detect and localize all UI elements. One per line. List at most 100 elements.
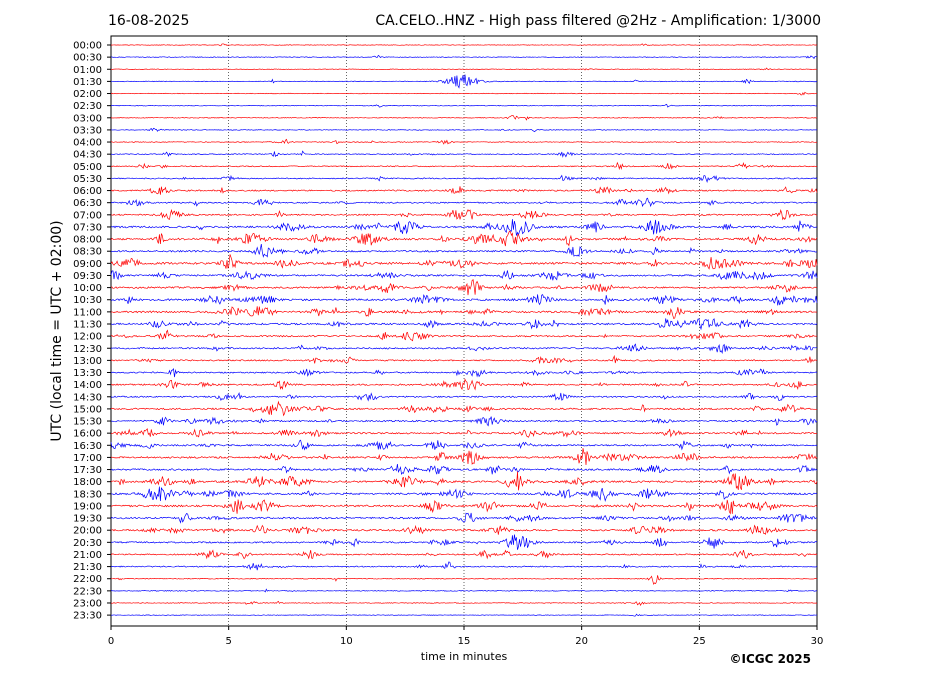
trace-row-0200	[110, 91, 818, 96]
y-tick-label: 03:00	[73, 113, 102, 124]
y-tick-label: 15:00	[73, 404, 102, 415]
x-tick-label: 25	[693, 636, 706, 647]
copyright-label: ©ICGC 2025	[729, 652, 811, 666]
trace-row-1630	[110, 439, 818, 451]
y-tick-label: 09:30	[73, 271, 102, 282]
trace-row-2300	[110, 600, 818, 607]
trace-row-2000	[110, 524, 818, 535]
y-tick-label: 21:00	[73, 550, 102, 561]
y-tick-label: 02:30	[73, 101, 102, 112]
trace-row-0030	[110, 54, 818, 60]
trace-row-0530	[110, 174, 818, 184]
trace-row-1600	[110, 428, 818, 438]
trace-row-0230	[110, 103, 818, 108]
y-tick-label: 07:00	[73, 210, 102, 221]
trace-row-0300	[110, 115, 818, 121]
y-tick-label: 04:30	[73, 150, 102, 161]
y-tick-label: 20:30	[73, 538, 102, 549]
y-tick-label: 13:30	[73, 368, 102, 379]
y-tick-label: 03:30	[73, 125, 102, 136]
x-axis-label: time in minutes	[421, 650, 508, 663]
y-tick-label: 02:00	[73, 89, 102, 100]
y-tick-label: 16:00	[73, 429, 102, 440]
y-tick-label: 08:30	[73, 247, 102, 258]
y-tick-label: 14:00	[73, 380, 102, 391]
y-tick-labels: 00:0000:3001:0001:3002:0002:3003:0003:30…	[73, 41, 111, 622]
x-tick-label: 5	[225, 636, 231, 647]
trace-row-0330	[110, 127, 818, 133]
y-tick-label: 21:30	[73, 562, 102, 573]
trace-row-1500	[110, 400, 818, 417]
trace-row-0130	[110, 74, 818, 89]
y-tick-label: 00:00	[73, 41, 102, 52]
seismogram-traces	[110, 43, 818, 617]
trace-row-1230	[110, 343, 818, 355]
y-tick-label: 00:30	[73, 53, 102, 64]
trace-row-0000	[110, 43, 818, 47]
trace-row-0400	[110, 138, 818, 145]
y-tick-label: 11:30	[73, 319, 102, 330]
y-tick-label: 09:00	[73, 259, 102, 270]
trace-row-2100	[110, 549, 818, 560]
trace-row-0930	[110, 270, 818, 281]
trace-row-0900	[110, 254, 818, 270]
trace-row-2130	[110, 561, 818, 571]
y-tick-label: 12:30	[73, 344, 102, 355]
trace-row-1400	[110, 378, 818, 391]
trace-row-0730	[110, 219, 818, 236]
y-tick-label: 01:30	[73, 77, 102, 88]
trace-row-2230	[110, 588, 818, 593]
y-tick-label: 20:00	[73, 526, 102, 537]
trace-row-0700	[110, 208, 818, 221]
trace-row-1730	[110, 463, 818, 475]
y-tick-label: 08:00	[73, 235, 102, 246]
trace-row-2030	[110, 534, 818, 550]
y-tick-label: 06:30	[73, 198, 102, 209]
x-tick-label: 20	[575, 636, 588, 647]
y-tick-label: 17:30	[73, 465, 102, 476]
y-tick-label: 22:30	[73, 586, 102, 597]
y-tick-label: 23:30	[73, 611, 102, 622]
y-tick-label: 07:30	[73, 222, 102, 233]
trace-row-1330	[110, 367, 818, 378]
trace-row-0830	[110, 244, 818, 258]
trace-row-1200	[110, 329, 818, 342]
trace-row-1000	[110, 279, 818, 296]
y-tick-label: 18:00	[73, 477, 102, 488]
y-tick-label: 05:00	[73, 162, 102, 173]
y-tick-label: 10:30	[73, 295, 102, 306]
y-tick-label: 18:30	[73, 489, 102, 500]
y-tick-label: 11:00	[73, 307, 102, 318]
y-tick-label: 05:30	[73, 174, 102, 185]
y-tick-label: 17:00	[73, 453, 102, 464]
trace-row-0800	[110, 230, 818, 247]
y-tick-label: 01:00	[73, 65, 102, 76]
trace-row-1030	[110, 294, 818, 306]
y-axis-label: UTC (local time = UTC + 02:00)	[49, 220, 65, 441]
y-tick-label: 19:30	[73, 514, 102, 525]
trace-row-2200	[110, 575, 818, 585]
trace-row-1800	[110, 471, 818, 491]
trace-row-1130	[110, 318, 818, 331]
trace-row-2330	[110, 613, 818, 617]
date-label: 16-08-2025	[108, 13, 189, 29]
y-tick-label: 14:30	[73, 392, 102, 403]
x-tick-label: 0	[108, 636, 114, 647]
trace-row-1700	[110, 448, 818, 466]
trace-row-1830	[110, 486, 818, 503]
grid-lines	[228, 36, 700, 626]
y-tick-label: 04:00	[73, 138, 102, 149]
y-tick-label: 15:30	[73, 417, 102, 428]
trace-row-1530	[110, 416, 818, 427]
y-tick-label: 06:00	[73, 186, 102, 197]
y-tick-label: 19:00	[73, 501, 102, 512]
y-tick-label: 22:00	[73, 574, 102, 585]
trace-row-1300	[110, 354, 818, 365]
trace-row-1430	[110, 392, 818, 402]
trace-row-0100	[110, 67, 818, 71]
x-tick-labels: 0 5 10 15 20 25 30	[108, 626, 824, 647]
x-tick-label: 30	[811, 636, 824, 647]
trace-row-0600	[110, 186, 818, 195]
trace-row-0500	[110, 161, 818, 171]
